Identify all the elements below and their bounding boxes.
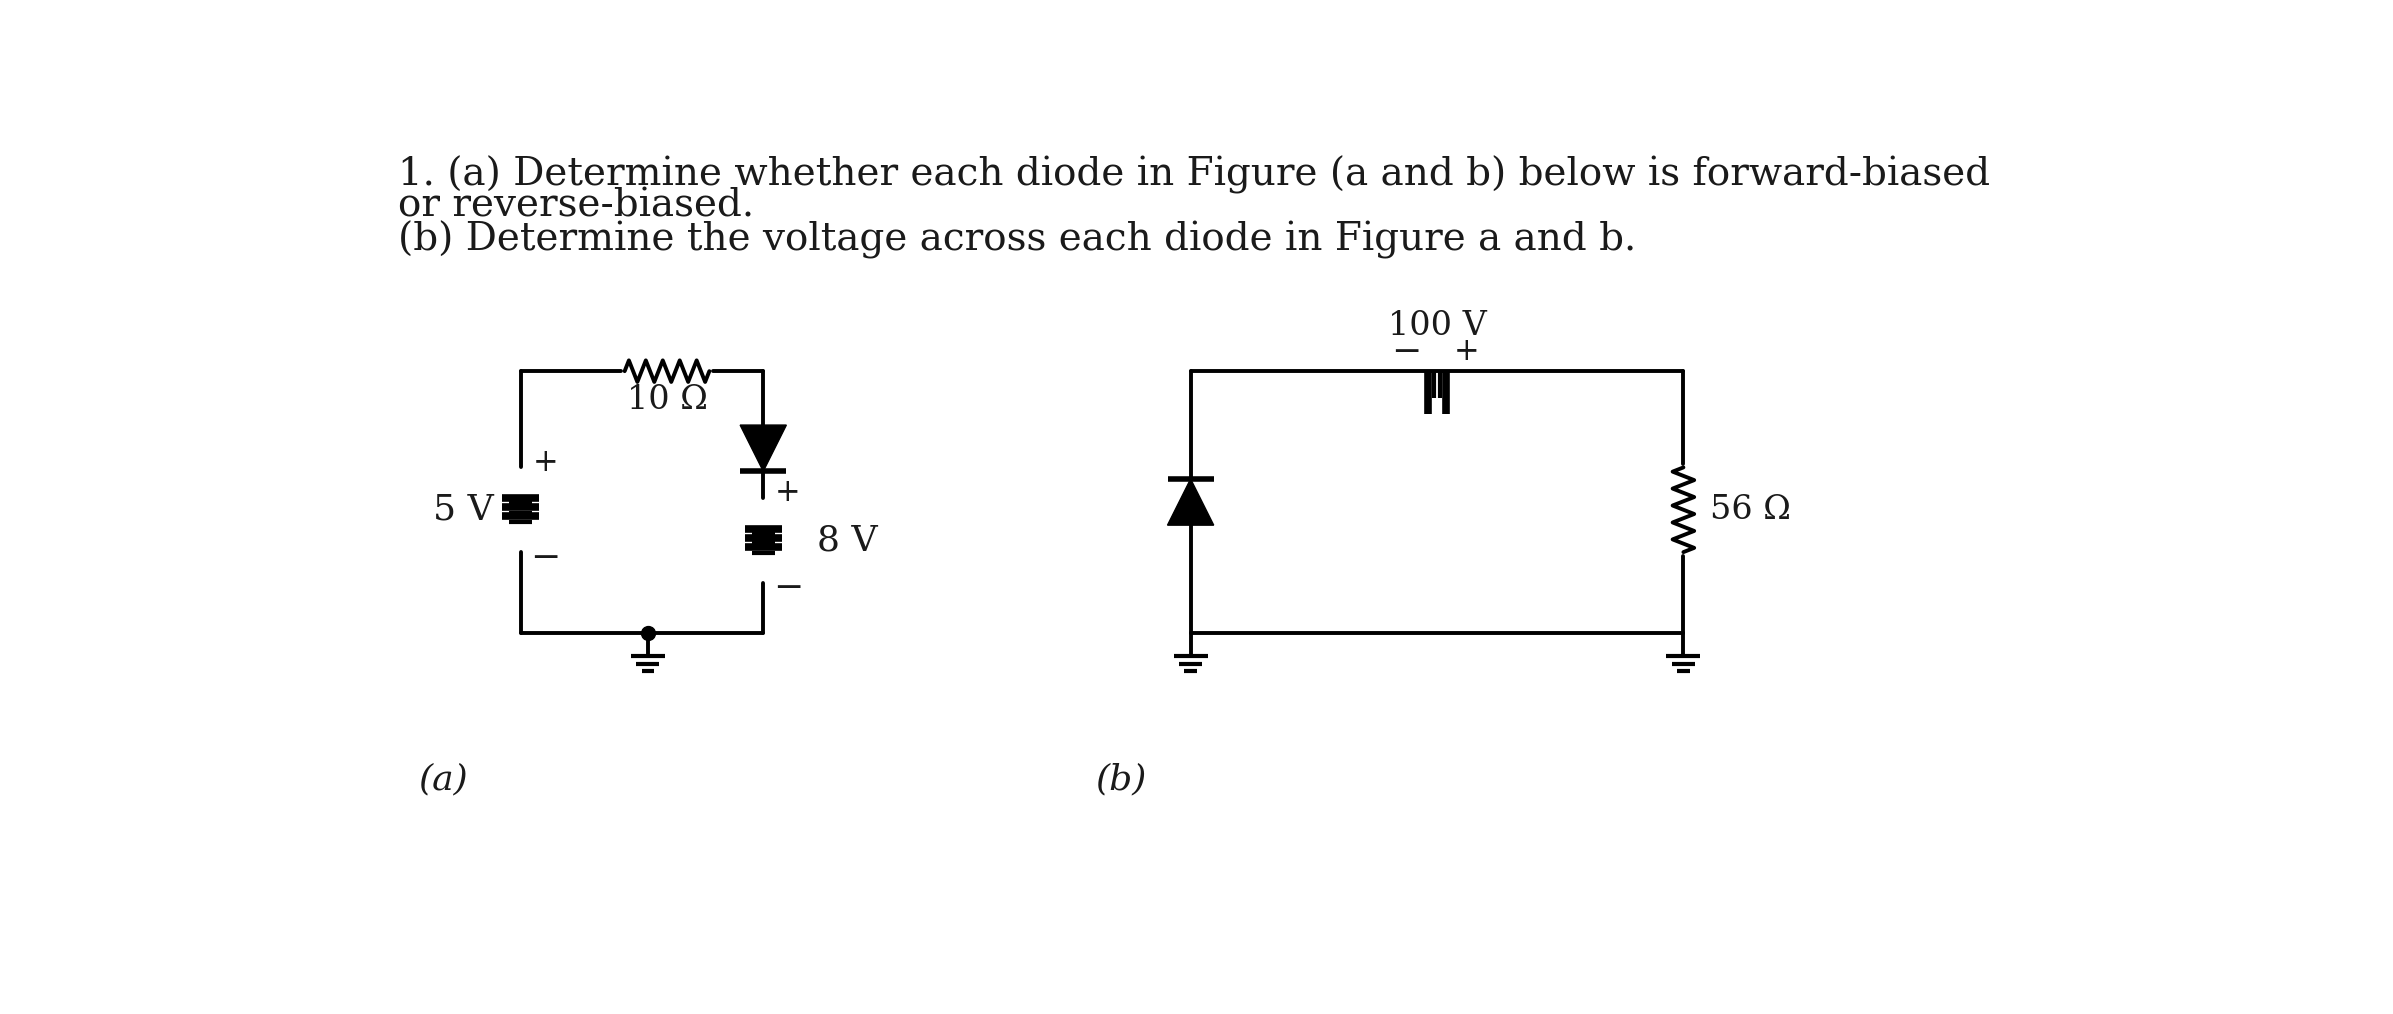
Text: −: − bbox=[531, 540, 560, 575]
Text: or reverse-biased.: or reverse-biased. bbox=[397, 188, 754, 225]
Text: +: + bbox=[1453, 337, 1479, 367]
Text: 56 Ω: 56 Ω bbox=[1711, 494, 1792, 526]
Polygon shape bbox=[1168, 479, 1213, 525]
Text: +: + bbox=[775, 478, 802, 508]
Text: 100 V: 100 V bbox=[1388, 310, 1486, 343]
Text: +: + bbox=[534, 446, 558, 478]
Text: (a): (a) bbox=[419, 763, 469, 796]
Text: 8 V: 8 V bbox=[816, 523, 878, 558]
Text: 5 V: 5 V bbox=[433, 493, 493, 526]
Text: (b): (b) bbox=[1096, 763, 1146, 796]
Text: −: − bbox=[773, 571, 804, 605]
Text: 1. (a) Determine whether each diode in Figure (a and b) below is forward-biased: 1. (a) Determine whether each diode in F… bbox=[397, 155, 1989, 194]
Text: (b) Determine the voltage across each diode in Figure a and b.: (b) Determine the voltage across each di… bbox=[397, 220, 1637, 259]
Polygon shape bbox=[739, 425, 787, 472]
Text: −: − bbox=[1390, 335, 1421, 369]
Text: 10 Ω: 10 Ω bbox=[627, 384, 708, 417]
